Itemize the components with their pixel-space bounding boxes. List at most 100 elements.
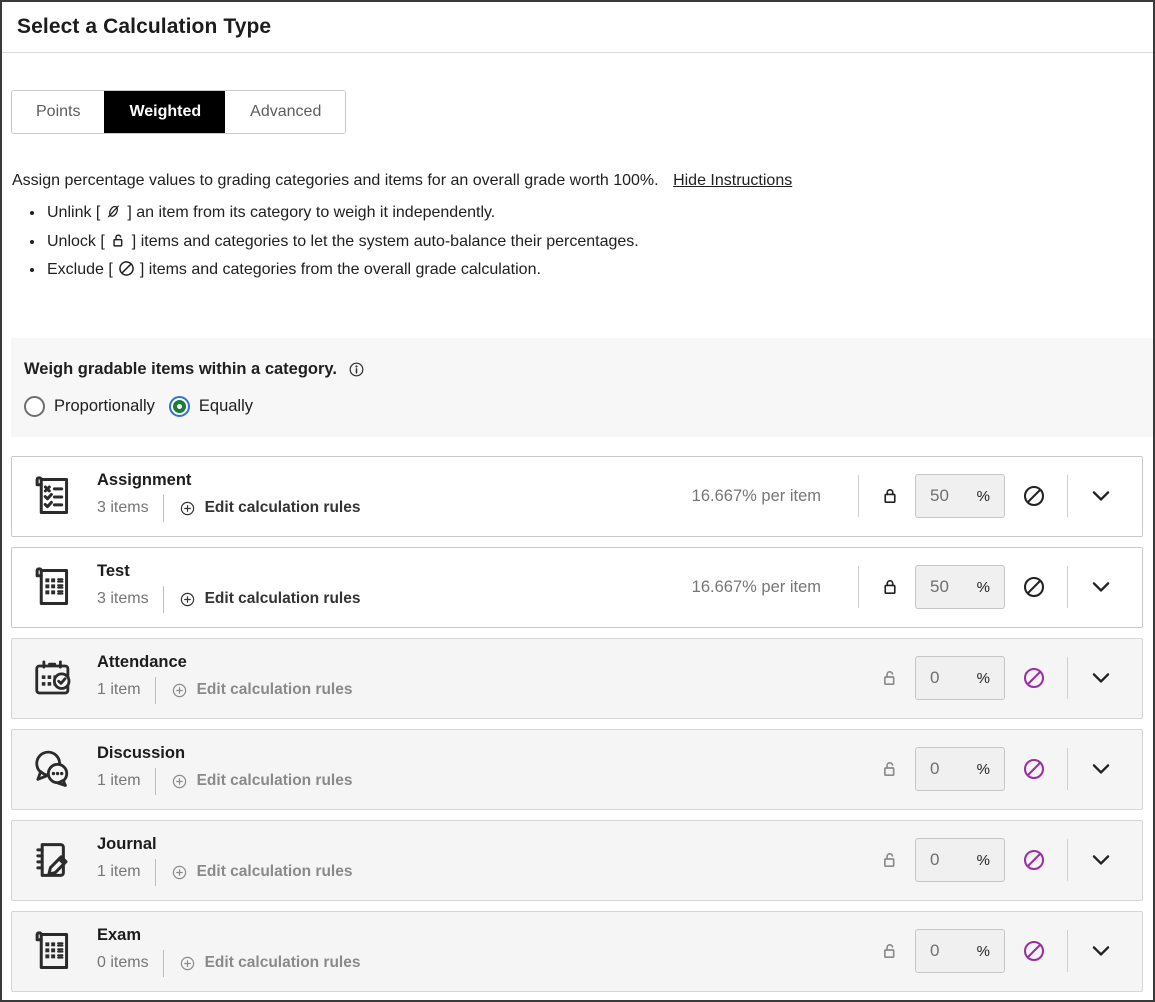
weight-input[interactable] [930, 759, 964, 779]
panel-header: Select a Calculation Type [2, 2, 1153, 53]
edit-calculation-rules-link[interactable]: Edit calculation rules [178, 954, 360, 973]
tab-points[interactable]: Points [12, 91, 105, 133]
weight-input-box: % [915, 656, 1005, 700]
divider [162, 949, 164, 977]
category-item-count: 1 item [97, 681, 141, 698]
weight-input[interactable] [930, 850, 964, 870]
instruction-bullet: Exclude [] items and categories from the… [45, 256, 1137, 285]
weight-input[interactable] [930, 668, 964, 688]
weight-input[interactable] [930, 577, 964, 597]
instructions-intro-text: Assign percentage values to grading cate… [12, 172, 659, 189]
test-icon [30, 563, 75, 611]
expand-button[interactable] [1088, 756, 1114, 782]
hide-instructions-link[interactable]: Hide Instructions [673, 172, 793, 189]
divider [858, 475, 859, 517]
divider [154, 767, 156, 795]
category-row-attendance: Attendance 1 item Edit calculation rules… [11, 637, 1143, 719]
instruction-bullet: Unlink [] an item from its category to w… [45, 199, 1137, 228]
radio-proportionally[interactable]: Proportionally [24, 395, 155, 417]
category-title: Exam [97, 925, 142, 944]
discussion-icon [30, 745, 75, 793]
exclude-button[interactable] [1021, 483, 1047, 509]
percent-sign: % [976, 760, 990, 778]
category-title: Discussion [97, 743, 186, 762]
edit-calculation-rules-link[interactable]: Edit calculation rules [170, 681, 352, 700]
percent-sign: % [976, 487, 990, 505]
divider [1067, 839, 1068, 881]
weight-input[interactable] [930, 486, 964, 506]
plus-circle-icon [170, 863, 189, 882]
divider [162, 585, 164, 613]
percent-sign: % [976, 578, 990, 596]
calculation-type-tabs: Points Weighted Advanced [11, 90, 347, 134]
plus-circle-icon [178, 954, 197, 973]
divider [858, 566, 859, 608]
unlock-icon [879, 940, 901, 962]
plus-circle-icon [170, 772, 189, 791]
divider [154, 858, 156, 886]
page-title: Select a Calculation Type [17, 15, 272, 38]
info-icon [347, 360, 366, 379]
chevron-down-icon [1088, 756, 1114, 782]
divider [154, 676, 156, 704]
plus-circle-icon [170, 681, 189, 700]
per-item-weight: 16.667% per item [691, 577, 821, 596]
exclude-icon [1021, 665, 1047, 691]
plus-circle-icon [178, 590, 197, 609]
weight-input-box: % [915, 474, 1005, 518]
category-item-count: 3 items [97, 499, 149, 516]
lock-button[interactable] [879, 849, 901, 871]
weight-input-box: % [915, 747, 1005, 791]
lock-button[interactable] [879, 485, 901, 507]
category-row-exam: Exam 0 items Edit calculation rules % [11, 910, 1143, 992]
radio-dot [168, 395, 190, 417]
weight-input-box: % [915, 838, 1005, 882]
expand-button[interactable] [1088, 483, 1114, 509]
divider [162, 494, 164, 522]
unlock-icon [879, 758, 901, 780]
weight-input[interactable] [930, 941, 964, 961]
exclude-button[interactable] [1021, 665, 1047, 691]
category-row-journal: Journal 1 item Edit calculation rules % [11, 819, 1143, 901]
lock-button[interactable] [879, 576, 901, 598]
exclude-button[interactable] [1021, 938, 1047, 964]
expand-button[interactable] [1088, 574, 1114, 600]
tab-weighted[interactable]: Weighted [104, 91, 226, 133]
weight-input-box: % [915, 565, 1005, 609]
exclude-button[interactable] [1021, 847, 1047, 873]
expand-button[interactable] [1088, 665, 1114, 691]
edit-calculation-rules-link[interactable]: Edit calculation rules [170, 772, 352, 791]
plus-circle-icon [178, 499, 197, 518]
exclude-icon [117, 259, 136, 278]
per-item-weight: 16.667% per item [691, 486, 821, 505]
lock-button[interactable] [879, 940, 901, 962]
radio-equally[interactable]: Equally [168, 395, 253, 417]
expand-button[interactable] [1088, 938, 1114, 964]
lock-icon [879, 576, 901, 598]
category-row-test: Test 3 items Edit calculation rules 16.6… [11, 546, 1143, 628]
category-row-discussion: Discussion 1 item Edit calculation rules… [11, 728, 1143, 810]
category-item-count: 1 item [97, 863, 141, 880]
exclude-button[interactable] [1021, 756, 1047, 782]
lock-button[interactable] [879, 758, 901, 780]
chevron-down-icon [1088, 665, 1114, 691]
expand-button[interactable] [1088, 847, 1114, 873]
assignment-icon [30, 472, 75, 520]
exclude-icon [1021, 847, 1047, 873]
edit-calculation-rules-link[interactable]: Edit calculation rules [178, 499, 360, 518]
category-item-count: 1 item [97, 772, 141, 789]
chevron-down-icon [1088, 574, 1114, 600]
tab-advanced[interactable]: Advanced [225, 91, 346, 133]
category-title: Attendance [97, 652, 187, 671]
info-button[interactable] [347, 360, 366, 379]
exclude-button[interactable] [1021, 574, 1047, 600]
edit-calculation-rules-link[interactable]: Edit calculation rules [178, 590, 360, 609]
lock-icon [879, 485, 901, 507]
attendance-icon [30, 654, 75, 702]
chevron-down-icon [1088, 483, 1114, 509]
edit-calculation-rules-link[interactable]: Edit calculation rules [170, 863, 352, 882]
category-item-count: 0 items [97, 954, 149, 971]
lock-button[interactable] [879, 667, 901, 689]
exclude-icon [1021, 756, 1047, 782]
divider [1067, 566, 1068, 608]
